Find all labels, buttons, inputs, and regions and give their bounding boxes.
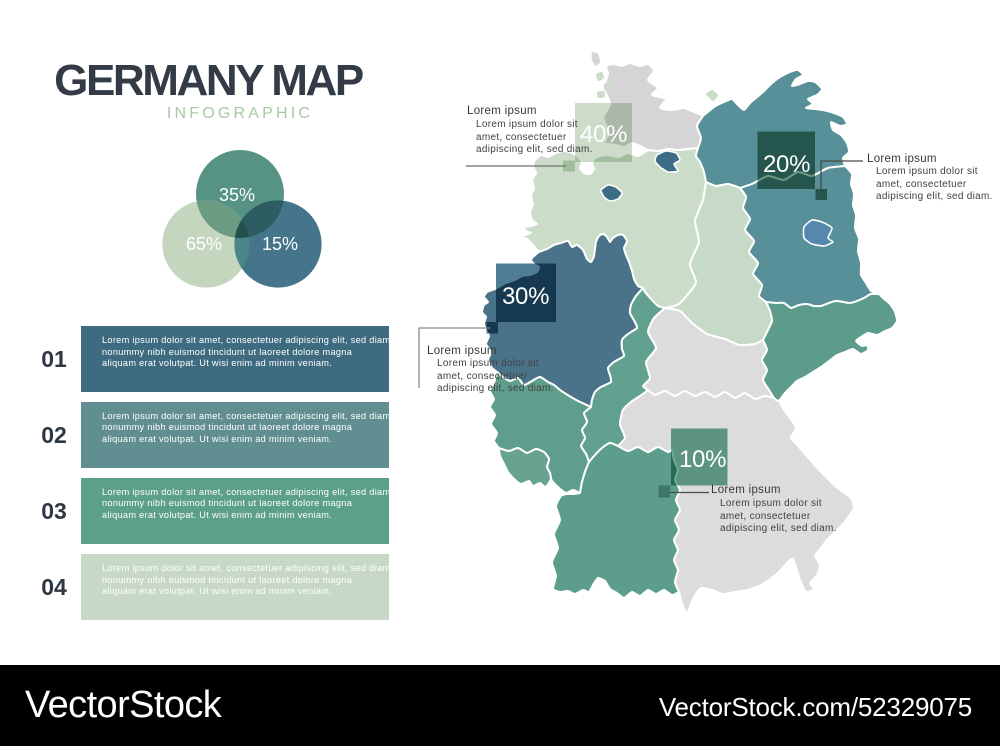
svg-text:10%: 10% xyxy=(679,446,726,473)
svg-text:20%: 20% xyxy=(763,151,810,178)
svg-text:15%: 15% xyxy=(262,234,298,254)
svg-text:35%: 35% xyxy=(219,185,255,205)
svg-text:40%: 40% xyxy=(580,121,627,148)
svg-text:30%: 30% xyxy=(502,283,549,310)
svg-text:65%: 65% xyxy=(186,234,222,254)
